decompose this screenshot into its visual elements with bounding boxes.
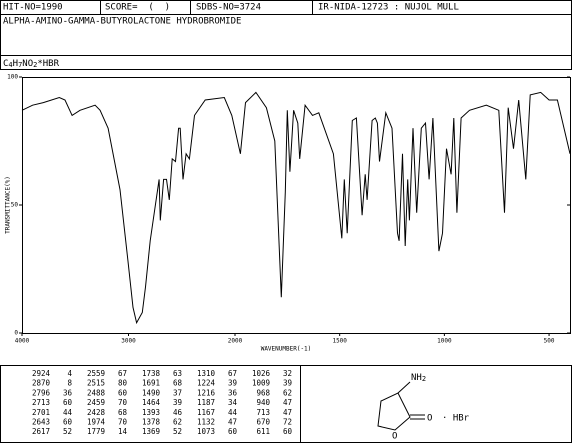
peak-transmittance: 68 bbox=[173, 379, 183, 388]
peak-transmittance: 39 bbox=[173, 398, 182, 407]
peak-transmittance: 36 bbox=[63, 388, 73, 397]
sdbs-number: SDBS-NO=3724 bbox=[196, 3, 261, 13]
peak-transmittance: 44 bbox=[63, 408, 73, 417]
peak-wavenumber: 1464 bbox=[142, 398, 161, 407]
peak-wavenumber: 2459 bbox=[87, 398, 105, 407]
x-tick-label: 1500 bbox=[332, 338, 347, 345]
peak-wavenumber: 1691 bbox=[142, 379, 160, 388]
peak-wavenumber: 1224 bbox=[197, 379, 216, 388]
peak-wavenumber: 1393 bbox=[142, 408, 160, 417]
peak-wavenumber: 2643 bbox=[32, 418, 50, 427]
peak-wavenumber: 2617 bbox=[32, 427, 50, 436]
peak-wavenumber: 2713 bbox=[32, 398, 50, 407]
ring-oxygen: O bbox=[392, 432, 397, 442]
peak-wavenumber: 1490 bbox=[142, 388, 161, 397]
peak-transmittance: 47 bbox=[283, 398, 292, 407]
peak-transmittance: 60 bbox=[228, 427, 238, 436]
peak-wavenumber: 2870 bbox=[32, 379, 51, 388]
peak-transmittance: 67 bbox=[118, 369, 127, 378]
spectrum-line bbox=[21, 91, 571, 325]
peak-transmittance: 46 bbox=[173, 408, 183, 417]
peak-transmittance: 14 bbox=[118, 427, 128, 436]
y-axis-label: TRANSMITTANCE(%) bbox=[5, 176, 12, 234]
x-tick-label: 1000 bbox=[437, 338, 452, 345]
peak-transmittance: 63 bbox=[173, 369, 182, 378]
x-tick-label: 4000 bbox=[15, 338, 30, 345]
peak-wavenumber: 1167 bbox=[197, 408, 215, 417]
peak-transmittance: 47 bbox=[283, 408, 292, 417]
peak-wavenumber: 611 bbox=[256, 427, 270, 436]
structure: NH2 O O · HBr bbox=[377, 373, 470, 442]
peak-transmittance: 70 bbox=[118, 418, 128, 427]
peak-transmittance: 70 bbox=[118, 398, 128, 407]
peak-transmittance: 39 bbox=[228, 379, 237, 388]
y-tick-label: 50 bbox=[11, 202, 19, 209]
peak-transmittance: 36 bbox=[228, 388, 238, 397]
peak-wavenumber: 940 bbox=[256, 398, 270, 407]
x-axis-label: WAVENUMBER(-1) bbox=[261, 346, 312, 353]
peak-wavenumber: 2515 bbox=[87, 379, 105, 388]
x-tick-label: 2000 bbox=[228, 338, 243, 345]
peak-wavenumber: 670 bbox=[256, 418, 270, 427]
peak-wavenumber: 1216 bbox=[197, 388, 216, 397]
peak-wavenumber: 2428 bbox=[87, 408, 106, 417]
peak-transmittance: 47 bbox=[228, 418, 237, 427]
peak-wavenumber: 2559 bbox=[87, 369, 105, 378]
peak-transmittance: 62 bbox=[173, 418, 182, 427]
peak-transmittance: 8 bbox=[67, 379, 72, 388]
ir-info: IR-NIDA-12723 : NUJOL MULL bbox=[318, 3, 459, 13]
plot-frame bbox=[22, 77, 571, 334]
x-tick-label: 500 bbox=[544, 338, 555, 345]
formula: C4H7NO2*HBR bbox=[3, 59, 60, 70]
peak-wavenumber: 1974 bbox=[87, 418, 106, 427]
peak-transmittance: 39 bbox=[283, 379, 292, 388]
peak-transmittance: 60 bbox=[118, 388, 128, 397]
peak-transmittance: 60 bbox=[63, 398, 73, 407]
hit-number: HIT-NO=1990 bbox=[3, 3, 63, 13]
peak-wavenumber: 1073 bbox=[197, 427, 215, 436]
peak-transmittance: 4 bbox=[67, 369, 72, 378]
peak-transmittance: 32 bbox=[283, 369, 292, 378]
peak-transmittance: 67 bbox=[228, 369, 237, 378]
peak-wavenumber: 1369 bbox=[142, 427, 160, 436]
salt: · HBr bbox=[442, 414, 470, 424]
y-tick-label: 0 bbox=[14, 330, 18, 337]
peak-wavenumber: 2701 bbox=[32, 408, 50, 417]
peak-transmittance: 52 bbox=[63, 427, 72, 436]
peak-transmittance: 44 bbox=[228, 408, 238, 417]
x-tick-label: 3000 bbox=[121, 338, 136, 345]
peak-transmittance: 52 bbox=[173, 427, 182, 436]
peak-wavenumber: 1779 bbox=[87, 427, 105, 436]
peak-transmittance: 80 bbox=[118, 379, 128, 388]
peak-wavenumber: 968 bbox=[256, 388, 270, 397]
peak-transmittance: 60 bbox=[283, 427, 293, 436]
peak-transmittance: 62 bbox=[283, 388, 292, 397]
peak-wavenumber: 1310 bbox=[197, 369, 216, 378]
peak-wavenumber: 713 bbox=[256, 408, 270, 417]
bond bbox=[397, 381, 411, 394]
compound-name: ALPHA-AMINO-GAMMA-BUTYROLACTONE HYDROBRO… bbox=[3, 17, 241, 27]
peak-wavenumber: 1009 bbox=[252, 379, 270, 388]
peak-wavenumber: 1026 bbox=[252, 369, 271, 378]
peak-wavenumber: 1132 bbox=[197, 418, 215, 427]
peak-wavenumber: 1187 bbox=[197, 398, 215, 407]
score: SCORE= ( ) bbox=[105, 3, 170, 13]
header-box bbox=[0, 0, 572, 70]
peak-transmittance: 37 bbox=[173, 388, 182, 397]
peak-transmittance: 60 bbox=[63, 418, 73, 427]
peak-transmittance: 72 bbox=[283, 418, 292, 427]
peak-wavenumber: 1378 bbox=[142, 418, 161, 427]
carbonyl-oxygen: O bbox=[427, 414, 432, 424]
ring bbox=[377, 392, 411, 431]
peak-transmittance: 68 bbox=[118, 408, 128, 417]
peak-wavenumber: 1738 bbox=[142, 369, 161, 378]
peak-transmittance: 34 bbox=[228, 398, 238, 407]
amine-label: NH2 bbox=[411, 373, 426, 384]
peak-wavenumber: 2488 bbox=[87, 388, 106, 397]
peak-wavenumber: 2924 bbox=[32, 369, 51, 378]
y-tick-label: 100 bbox=[7, 74, 18, 81]
peak-wavenumber: 2796 bbox=[32, 388, 51, 397]
